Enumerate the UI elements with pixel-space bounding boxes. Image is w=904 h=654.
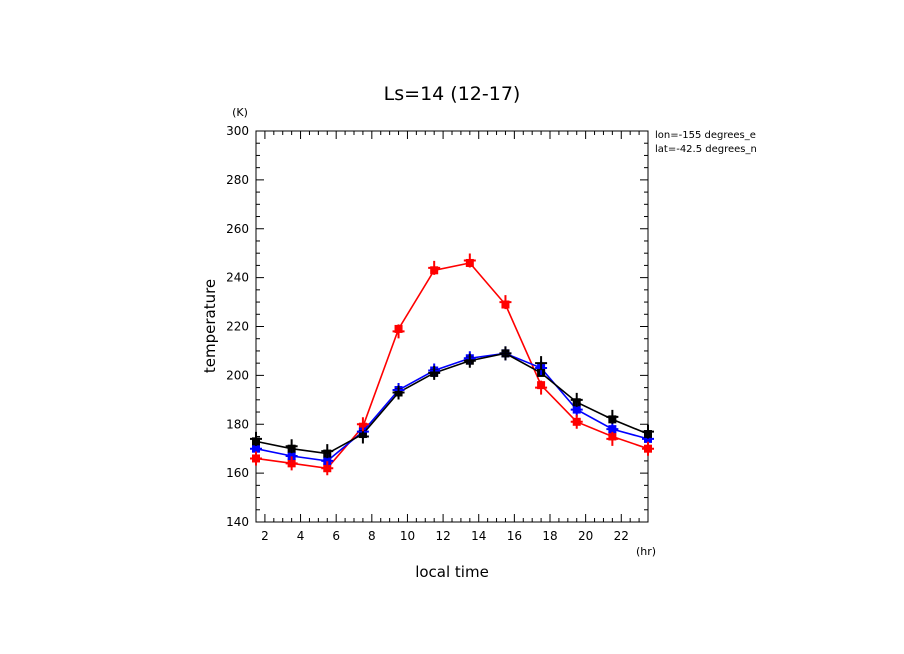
y-tick-label: 280 bbox=[226, 173, 249, 187]
x-axis-label: local time bbox=[415, 563, 489, 581]
data-point-plus bbox=[535, 356, 548, 371]
x-unit-label: (hr) bbox=[636, 545, 656, 558]
data-point-plus bbox=[392, 385, 405, 400]
x-tick-label: 10 bbox=[400, 529, 415, 543]
y-tick-label: 260 bbox=[226, 222, 249, 236]
data-point-plus bbox=[356, 429, 369, 444]
x-tick-label: 16 bbox=[507, 529, 522, 543]
series-2 bbox=[252, 349, 652, 458]
series-0 bbox=[252, 258, 652, 473]
y-tick-label: 300 bbox=[226, 124, 249, 138]
y-tick-label: 160 bbox=[226, 466, 249, 480]
data-point-plus bbox=[356, 417, 369, 432]
data-point-plus bbox=[499, 295, 512, 310]
data-point-plus bbox=[250, 451, 262, 466]
data-point-plus bbox=[285, 456, 298, 471]
info-line-lat: lat=-42.5 degrees_n bbox=[655, 144, 757, 155]
x-tick-label: 4 bbox=[297, 529, 305, 543]
y-tick-label: 240 bbox=[226, 271, 249, 285]
x-tick-label: 20 bbox=[578, 529, 593, 543]
data-point-plus bbox=[570, 392, 583, 407]
data-point-plus bbox=[606, 431, 619, 446]
data-point-plus bbox=[606, 409, 619, 424]
x-tick-label: 14 bbox=[471, 529, 486, 543]
x-tick-label: 6 bbox=[332, 529, 340, 543]
data-point-plus bbox=[642, 441, 654, 456]
y-tick-label: 200 bbox=[226, 368, 249, 382]
y-tick-label: 140 bbox=[226, 515, 249, 529]
plot-frame bbox=[255, 130, 649, 523]
data-point-plus bbox=[285, 439, 298, 454]
y-tick-label: 220 bbox=[226, 320, 249, 334]
x-tick-label: 8 bbox=[368, 529, 376, 543]
data-point-plus bbox=[642, 424, 654, 439]
chart-title: Ls=14 (12-17) bbox=[384, 83, 521, 105]
series-layer bbox=[250, 253, 654, 476]
y-unit-label: (K) bbox=[232, 106, 248, 119]
data-point-plus bbox=[321, 444, 334, 459]
x-tick-label: 22 bbox=[614, 529, 629, 543]
axes: 140 160 180 200 220 240 260 280 300 2 4 6 8 10 12 14 16 1… bbox=[226, 124, 649, 543]
y-axis-label: temperature bbox=[201, 279, 219, 373]
info-line-lon: lon=-155 degrees_e bbox=[655, 130, 756, 141]
series-4 bbox=[250, 346, 654, 459]
x-tick-label: 18 bbox=[542, 529, 557, 543]
data-point-plus bbox=[428, 260, 441, 275]
data-point-plus bbox=[321, 461, 334, 476]
data-point-plus bbox=[428, 365, 441, 380]
x-tick-label: 2 bbox=[261, 529, 269, 543]
data-point-plus bbox=[535, 380, 548, 395]
data-point-plus bbox=[463, 253, 476, 268]
data-point-plus bbox=[250, 431, 262, 446]
series-5 bbox=[250, 253, 654, 476]
data-point-plus bbox=[392, 324, 405, 339]
y-tick-label: 180 bbox=[226, 417, 249, 431]
series-line bbox=[255, 352, 649, 455]
series-line bbox=[255, 262, 649, 470]
series-line bbox=[255, 352, 649, 462]
x-tick-label: 12 bbox=[435, 529, 450, 543]
data-point-plus bbox=[570, 414, 583, 429]
data-point-plus bbox=[463, 353, 476, 368]
data-point-plus bbox=[499, 346, 512, 361]
